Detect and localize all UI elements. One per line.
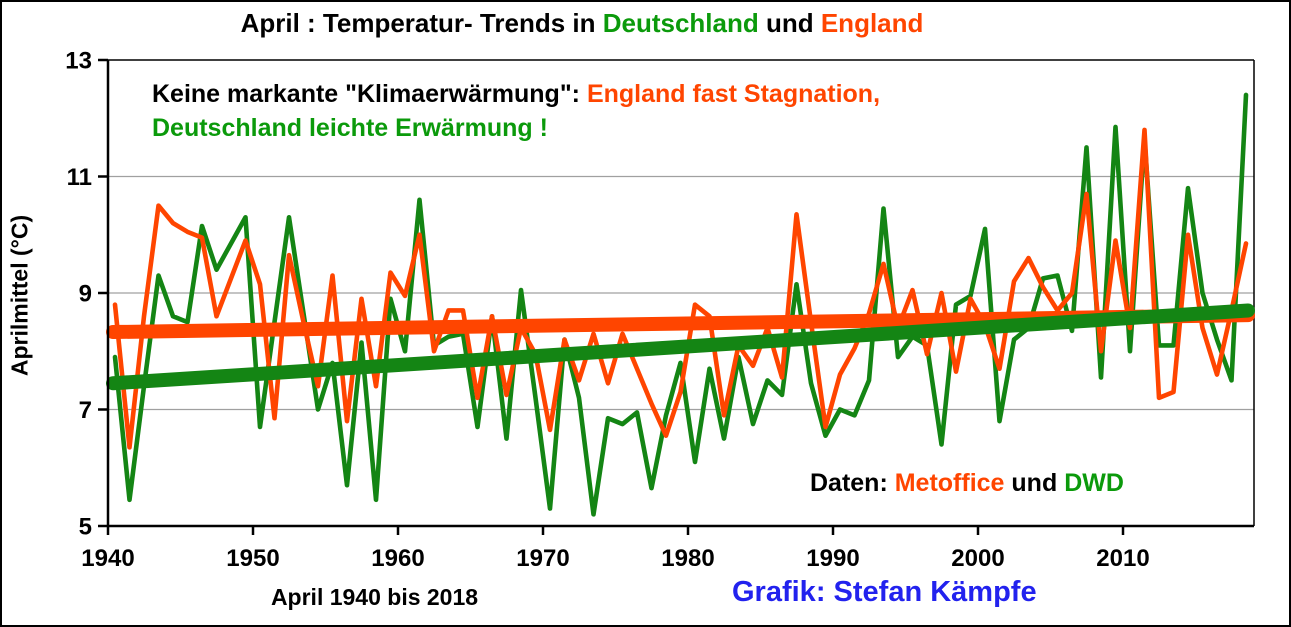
y-tick-label-11: 11: [67, 164, 92, 191]
grafik-credit: Grafik: Stefan Kämpfe: [732, 576, 1037, 608]
chart-title: April : Temperatur- Trends in Deutschlan…: [2, 8, 1162, 39]
annotation-deutschland-text: Deutschland leichte Erwärmung !: [152, 114, 548, 142]
title-und-text: und: [758, 8, 821, 38]
y-tick-label-5: 5: [79, 514, 92, 541]
y-tick-label-13: 13: [65, 48, 92, 75]
annotation-england-text: England fast Stagnation,: [586, 80, 881, 108]
deutschland-trend-line: [106, 303, 1255, 391]
yaxis-title: Aprilmittel (°C): [6, 214, 33, 377]
x-tick-label-1950: 1950: [226, 545, 279, 572]
title-england-text: England: [820, 8, 924, 38]
y-tick-label-9: 9: [79, 281, 92, 308]
title-text: April : Temperatur- Trends in: [240, 8, 603, 38]
daten-label-text: Daten:: [810, 469, 895, 497]
x-tick-label-1990: 1990: [806, 545, 859, 572]
daten-dwd-text: DWD: [1064, 469, 1124, 497]
x-tick-label-2000: 2000: [951, 545, 1004, 572]
y-tick-label-7: 7: [79, 397, 92, 424]
annotation-line1: Keine markante "Klimaerwärmung": England…: [152, 80, 880, 109]
england-line: [112, 127, 1249, 450]
x-tick-label-2010: 2010: [1096, 545, 1149, 572]
daten-und-text: und: [1004, 469, 1065, 497]
annotation-black-text: Keine markante "Klimaerwärmung":: [152, 80, 587, 108]
x-tick-label-1960: 1960: [371, 545, 424, 572]
annotation-line2: Deutschland leichte Erwärmung !: [152, 114, 548, 143]
x-tick-label-1980: 1980: [661, 545, 714, 572]
x-tick-label-1970: 1970: [516, 545, 569, 572]
title-deutschland-text: Deutschland: [602, 8, 759, 38]
x-tick-label-1940: 1940: [81, 545, 134, 572]
daten-metoffice-text: Metoffice: [894, 469, 1005, 497]
xaxis-sublabel: April 1940 bis 2018: [270, 584, 479, 610]
data-source-note: Daten: Metoffice und DWD: [810, 469, 1124, 498]
